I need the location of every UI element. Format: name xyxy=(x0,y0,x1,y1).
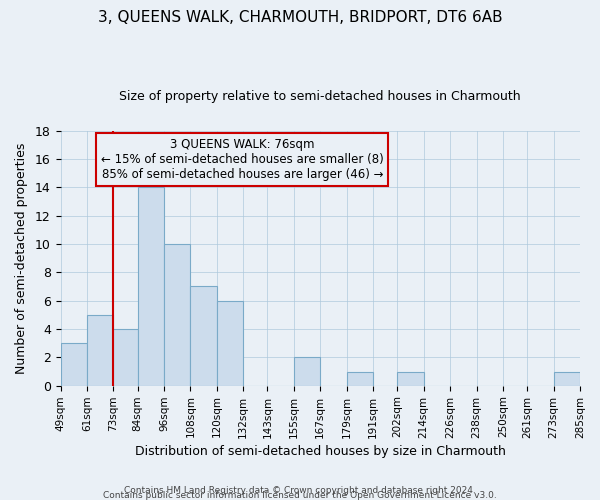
Y-axis label: Number of semi-detached properties: Number of semi-detached properties xyxy=(15,142,28,374)
Text: Contains HM Land Registry data © Crown copyright and database right 2024.: Contains HM Land Registry data © Crown c… xyxy=(124,486,476,495)
Text: Contains public sector information licensed under the Open Government Licence v3: Contains public sector information licen… xyxy=(103,491,497,500)
Bar xyxy=(164,244,190,386)
Bar xyxy=(217,300,243,386)
Bar xyxy=(190,286,217,386)
Bar xyxy=(113,329,137,386)
Bar xyxy=(61,343,87,386)
Text: 3 QUEENS WALK: 76sqm
← 15% of semi-detached houses are smaller (8)
85% of semi-d: 3 QUEENS WALK: 76sqm ← 15% of semi-detac… xyxy=(101,138,384,181)
Bar xyxy=(397,372,424,386)
Text: 3, QUEENS WALK, CHARMOUTH, BRIDPORT, DT6 6AB: 3, QUEENS WALK, CHARMOUTH, BRIDPORT, DT6… xyxy=(98,10,502,25)
Bar xyxy=(554,372,580,386)
Bar xyxy=(87,315,113,386)
X-axis label: Distribution of semi-detached houses by size in Charmouth: Distribution of semi-detached houses by … xyxy=(135,444,506,458)
Bar xyxy=(137,188,164,386)
Bar xyxy=(347,372,373,386)
Title: Size of property relative to semi-detached houses in Charmouth: Size of property relative to semi-detach… xyxy=(119,90,521,103)
Bar xyxy=(294,358,320,386)
